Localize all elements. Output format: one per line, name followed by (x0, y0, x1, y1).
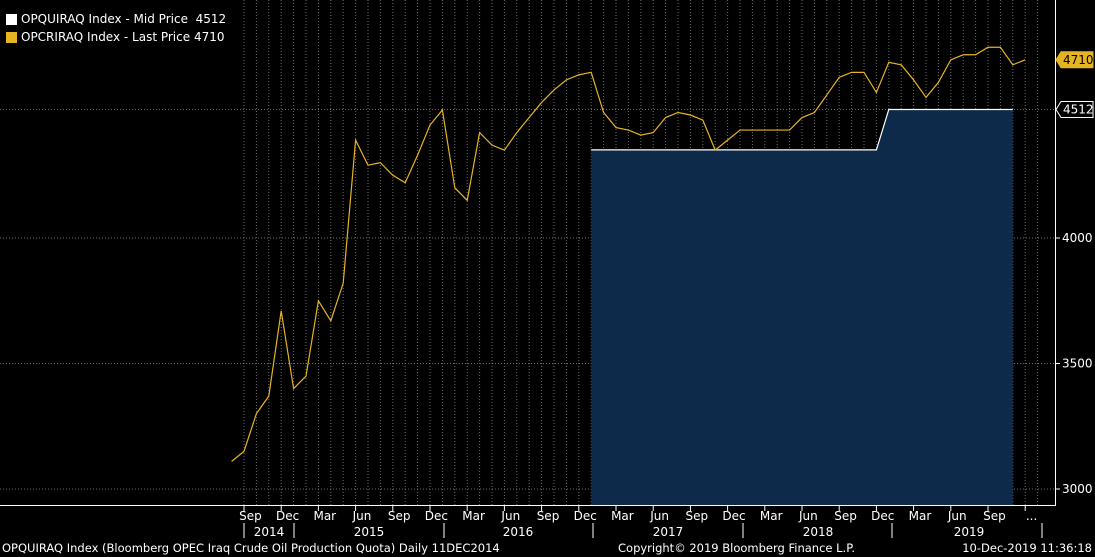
x-month-label: Dec (871, 509, 894, 523)
x-month-label: Mar (909, 509, 932, 523)
last-value-labels: 4710 4512 (1055, 51, 1094, 118)
legend-swatch-production (6, 31, 17, 43)
footer-timestamp: 10-Dec-2019 11:36:18 (962, 541, 1092, 555)
y-tick-label: 3500 (1062, 357, 1093, 371)
footer-copyright: Copyright© 2019 Bloomberg Finance L.P. (618, 541, 855, 555)
quota-line (591, 108, 1013, 151)
footer-source: OPQUIRAQ Index (Bloomberg OPEC Iraq Crud… (2, 541, 500, 555)
x-month-label: Jun (947, 509, 967, 523)
x-month-label: Sep (388, 509, 411, 523)
x-month-label: Mar (611, 509, 634, 523)
x-month-label: ... (1026, 509, 1037, 523)
last-value-badge (1055, 51, 1094, 69)
x-year-label: 2017 (653, 525, 684, 539)
legend-swatch-quota (6, 13, 17, 25)
production-line (231, 46, 1026, 462)
last-value-label: 4710 (1063, 53, 1094, 67)
x-month-label: Mar (760, 509, 783, 523)
x-year-label: 2019 (954, 525, 985, 539)
quota-series (591, 108, 1013, 505)
quota-area-fill (591, 109, 1013, 505)
x-month-label: Dec (722, 509, 745, 523)
x-month-label: Jun (798, 509, 818, 523)
x-month-label: Sep (537, 509, 560, 523)
legend-label-quota: OPQUIRAQ Index - Mid Price 4512 (21, 12, 227, 26)
last-value-label: 4512 (1063, 102, 1094, 116)
footer: OPQUIRAQ Index (Bloomberg OPEC Iraq Crud… (0, 540, 1095, 557)
x-month-label: Mar (462, 509, 485, 523)
x-month-label: Dec (276, 509, 299, 523)
x-month-label: Sep (983, 509, 1006, 523)
legend-item-quota: OPQUIRAQ Index - Mid Price 4512 (6, 10, 226, 28)
x-year-label: 2014 (254, 525, 285, 539)
x-month-label: Sep (834, 509, 857, 523)
legend-label-production: OPCRIRAQ Index - Last Price 4710 (21, 30, 225, 44)
x-month-label: Sep (685, 509, 708, 523)
x-month-label: Jun (649, 509, 669, 523)
x-month-label: Sep (239, 509, 262, 523)
x-month-label: Jun (352, 509, 372, 523)
production-series (231, 46, 1026, 462)
x-year-label: 2015 (354, 525, 385, 539)
x-year-label: 2016 (503, 525, 534, 539)
axes: 3000 3500 4000 Sep Dec Mar Jun Sep Dec Mar Jun Sep D… (0, 0, 1093, 539)
last-value-badge (1055, 100, 1094, 118)
x-month-label: Dec (425, 509, 448, 523)
legend-item-production: OPCRIRAQ Index - Last Price 4710 (6, 28, 226, 46)
legend: OPQUIRAQ Index - Mid Price 4512 OPCRIRAQ… (3, 9, 230, 47)
x-month-label: Mar (313, 509, 336, 523)
x-year-label: 2018 (803, 525, 834, 539)
y-tick-label: 3000 (1062, 482, 1093, 496)
y-tick-label: 4000 (1062, 231, 1093, 245)
x-month-label: Dec (574, 509, 597, 523)
x-month-label: Jun (500, 509, 520, 523)
